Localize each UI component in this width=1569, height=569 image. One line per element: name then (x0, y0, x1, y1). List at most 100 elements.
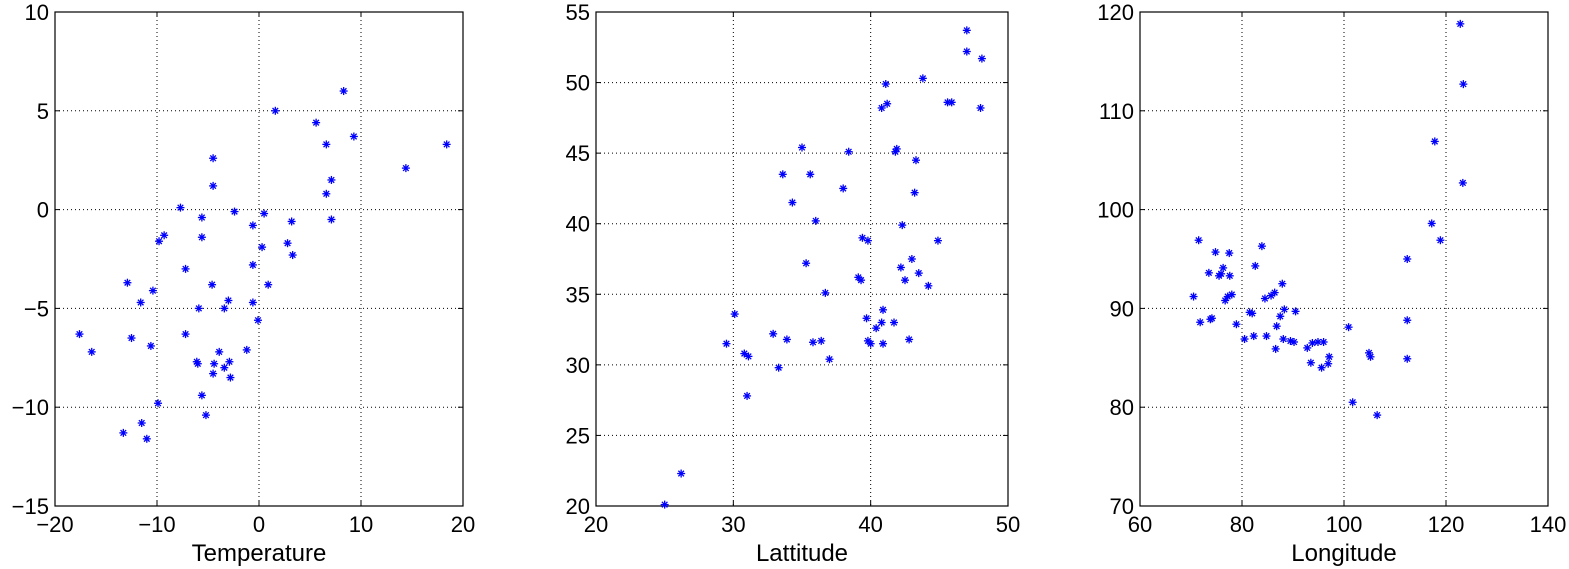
temperature-data-point (136, 298, 145, 307)
longitude-data-point (1248, 309, 1257, 318)
temperature-y-tick-label: 0 (37, 198, 49, 223)
longitude-data-point (1458, 178, 1467, 187)
longitude-data-point (1373, 411, 1382, 420)
latitude-data-point (802, 259, 811, 268)
temperature-data-point (176, 203, 185, 212)
temperature-data-point (75, 330, 84, 339)
longitude-data-point (1249, 332, 1258, 341)
latitude-data-point (808, 338, 817, 347)
latitude-data-point (839, 184, 848, 193)
longitude-data-point (1430, 137, 1439, 146)
temperature-x-tick-label: 20 (451, 512, 475, 537)
temperature-data-point (146, 341, 155, 350)
temperature-data-point (349, 132, 358, 141)
temperature-data-point (119, 428, 128, 437)
temperature-y-tick-label: −15 (12, 494, 49, 519)
latitude-y-tick-label: 55 (566, 0, 590, 25)
longitude-data-point (1240, 335, 1249, 344)
latitude-data-point (898, 221, 907, 230)
temperature-data-point (209, 369, 218, 378)
latitude-y-tick-label: 30 (566, 353, 590, 378)
longitude-x-tick-label: 140 (1530, 512, 1567, 537)
temperature-data-point (123, 278, 132, 287)
latitude-data-point (863, 236, 872, 245)
latitude-data-point (877, 318, 886, 327)
latitude-data-point (798, 143, 806, 152)
latitude-data-point (821, 288, 830, 297)
temperature-data-point (322, 189, 331, 198)
latitude-data-point (962, 47, 971, 56)
temperature-data-point (197, 213, 206, 222)
temperature-data-point (209, 154, 218, 163)
longitude-y-tick-label: 80 (1110, 395, 1134, 420)
latitude-data-point (877, 103, 886, 112)
temperature-x-tick-label: −10 (138, 512, 175, 537)
latitude-data-point (892, 144, 901, 153)
temperature-data-point (194, 304, 203, 313)
temperature-data-point (327, 215, 336, 224)
longitude-data-point (1366, 352, 1375, 361)
longitude-x-tick-label: 80 (1230, 512, 1254, 537)
longitude-y-tick-label: 70 (1110, 494, 1134, 519)
latitude-data-point (825, 355, 834, 364)
longitude-data-point (1232, 320, 1241, 329)
latitude-data-point (911, 156, 920, 165)
longitude-x-tick-label: 120 (1428, 512, 1465, 537)
temperature-y-tick-label: −5 (24, 296, 49, 321)
temperature-data-point (155, 237, 164, 246)
longitude-data-point (1219, 263, 1228, 272)
latitude-y-tick-label: 20 (566, 494, 590, 519)
longitude-data-point (1257, 242, 1266, 251)
temperature-data-point (181, 264, 190, 273)
longitude-data-point (1276, 312, 1285, 321)
longitude-data-point (1303, 343, 1312, 352)
latitude-y-tick-label: 35 (566, 282, 590, 307)
latitude-data-point (896, 263, 905, 272)
longitude-data-point (1217, 269, 1226, 278)
latitude-data-point (744, 352, 753, 361)
temperature-data-point (87, 347, 96, 356)
temperature-data-point (271, 106, 280, 115)
longitude-data-point (1279, 335, 1288, 344)
latitude-y-tick-label: 40 (566, 212, 590, 237)
temperature-data-point (193, 359, 202, 368)
longitude-data-point (1436, 236, 1445, 245)
temperature-data-point (181, 330, 190, 339)
longitude-data-point (1427, 219, 1436, 228)
latitude-data-point (774, 363, 783, 372)
latitude-data-point (890, 318, 899, 327)
latitude-data-point (743, 391, 752, 400)
temperature-plot-frame (54, 11, 464, 507)
temperature-data-point (224, 296, 233, 305)
longitude-data-point (1290, 337, 1299, 346)
latitude-data-point (858, 233, 867, 242)
latitude-x-tick-label: 40 (858, 512, 882, 537)
longitude-data-point (1291, 307, 1300, 316)
longitude-data-point (1194, 236, 1203, 245)
longitude-data-point (1211, 248, 1220, 257)
temperature-data-point (215, 347, 224, 356)
longitude-data-point (1344, 323, 1353, 332)
temperature-data-point (197, 391, 206, 400)
temperature-data-point (148, 286, 157, 295)
latitude-data-point (976, 103, 985, 112)
temperature-data-point (220, 363, 229, 372)
latitude-data-point (866, 339, 875, 348)
longitude-y-tick-label: 120 (1097, 0, 1134, 25)
longitude-data-point (1262, 332, 1271, 341)
temperature-data-point (220, 304, 229, 313)
latitude-data-point (730, 310, 739, 319)
latitude-data-point (740, 349, 749, 358)
latitude-data-point (862, 314, 871, 323)
latitude-data-point (778, 170, 787, 179)
longitude-x-tick-label: 100 (1326, 512, 1363, 537)
latitude-data-point (933, 236, 942, 245)
temperature-data-point (209, 181, 218, 190)
longitude-x-tick-label: 60 (1128, 512, 1152, 537)
latitude-data-point (677, 469, 686, 478)
latitude-data-point (782, 335, 791, 344)
longitude-y-tick-label: 110 (1099, 99, 1134, 124)
latitude-y-tick-label: 25 (566, 423, 590, 448)
temperature-data-point (283, 239, 292, 248)
longitude-data-point (1456, 19, 1465, 28)
